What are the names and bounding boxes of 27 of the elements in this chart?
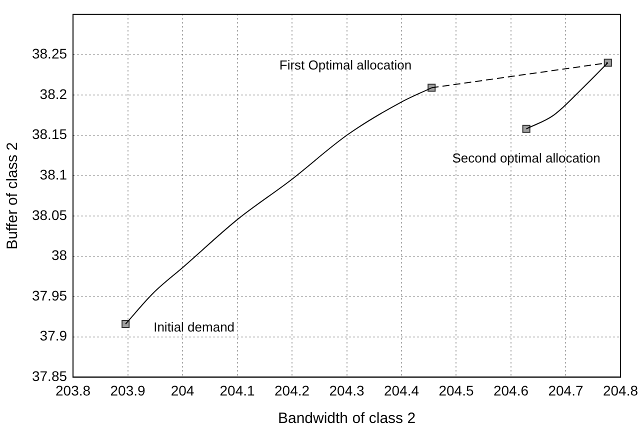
x-tick-label: 204.2 bbox=[274, 382, 310, 398]
x-tick-label: 204.7 bbox=[548, 382, 584, 398]
annotation: Second optimal allocation bbox=[452, 150, 600, 166]
y-tick-label: 38.1 bbox=[40, 166, 68, 183]
annotation: First Optimal allocation bbox=[279, 57, 412, 72]
y-tick-label: 38.15 bbox=[32, 126, 68, 142]
annotation: Initial demand bbox=[154, 320, 235, 335]
x-tick-label: 204.1 bbox=[220, 382, 255, 398]
y-tick-label: 37.95 bbox=[32, 287, 68, 304]
point bbox=[522, 124, 530, 133]
y-tick-label: 38.05 bbox=[32, 206, 68, 223]
x-tick-label: 204.4 bbox=[384, 382, 420, 398]
x-tick-label: 204.5 bbox=[438, 382, 474, 398]
y-tick-label: 38.25 bbox=[32, 46, 68, 62]
x-tick-label: 203.9 bbox=[110, 382, 146, 398]
y-tick-label: 37.9 bbox=[40, 328, 68, 344]
y-tick-label: 38 bbox=[51, 247, 68, 264]
y-tick-label: 37.85 bbox=[32, 368, 68, 384]
x-tick-label: 203.8 bbox=[56, 382, 91, 398]
x-tick-label: 204.3 bbox=[329, 382, 364, 398]
point bbox=[122, 320, 130, 328]
y-tick-label: 38.2 bbox=[40, 86, 68, 102]
x-axis-title: Bandwidth of class 2 bbox=[278, 410, 416, 428]
x-tick-label: 204.6 bbox=[493, 382, 529, 398]
x-tick-label: 204.8 bbox=[602, 382, 638, 398]
x-tick-label: 204 bbox=[170, 382, 194, 398]
y-axis-title: Buffer of class 2 bbox=[4, 142, 22, 250]
